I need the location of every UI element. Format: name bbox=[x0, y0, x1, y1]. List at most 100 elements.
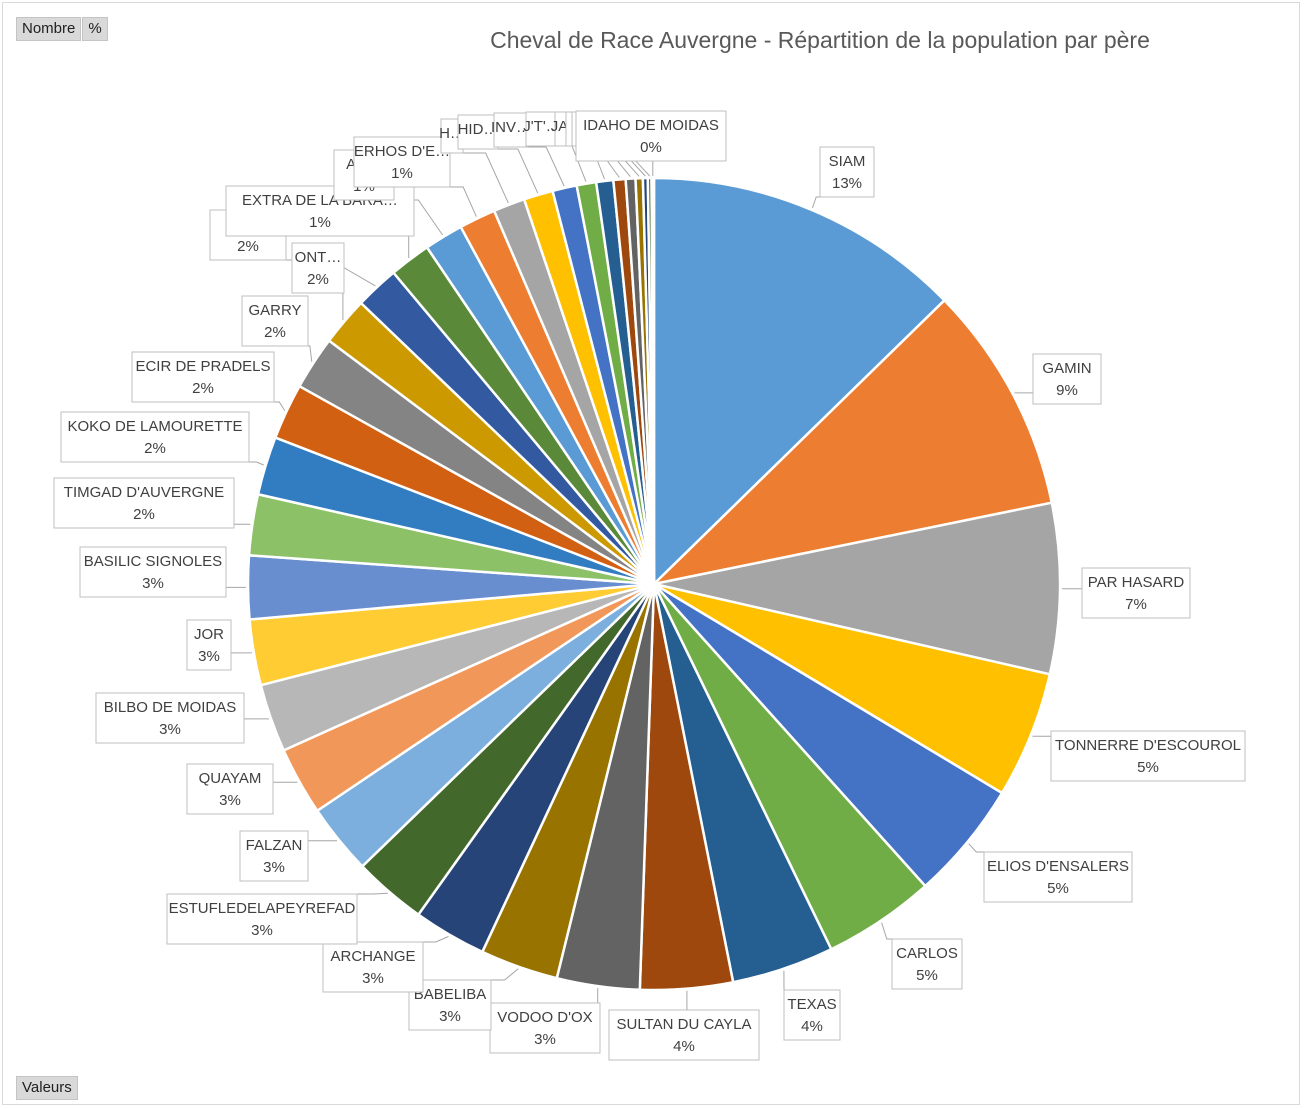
leader-line bbox=[968, 843, 984, 853]
pie-slices bbox=[246, 176, 1062, 992]
pie-slice[interactable] bbox=[653, 501, 1062, 676]
data-label-name: SULTAN DU CAYLA bbox=[616, 1016, 751, 1033]
data-label-name: FALZAN bbox=[246, 837, 303, 854]
data-label-box bbox=[79, 546, 227, 598]
data-label-value: 3% bbox=[142, 575, 164, 592]
data-label-name: TEXAS bbox=[787, 996, 836, 1013]
pie-slice[interactable] bbox=[650, 298, 1054, 587]
leader-line bbox=[528, 146, 565, 187]
data-label-box bbox=[60, 411, 250, 463]
data-label-name: HID… bbox=[458, 121, 499, 138]
data-label: GAMIN 9% bbox=[1032, 353, 1102, 405]
data-label: JOR 3% bbox=[186, 619, 232, 671]
data-label-box bbox=[819, 146, 875, 198]
data-label-value: 2% bbox=[237, 238, 259, 255]
data-label-name: VODOO D'OX bbox=[497, 1009, 592, 1026]
data-label-value: 9% bbox=[1056, 382, 1078, 399]
data-label-name: SIAM bbox=[829, 153, 866, 170]
data-label: ONT… 2% bbox=[291, 242, 345, 294]
field-buttons: Nombre % bbox=[16, 17, 108, 41]
data-label-box bbox=[1032, 353, 1102, 405]
data-label-box bbox=[186, 763, 274, 815]
data-label: TONNERRE D'ESCOUROL 5% bbox=[1050, 730, 1246, 782]
data-label-name: KOKO DE LAMOURETTE bbox=[67, 418, 242, 435]
data-label-name: TONNERRE D'ESCOUROL bbox=[1055, 737, 1241, 754]
data-label-value: 3% bbox=[198, 648, 220, 665]
data-label-name: IDAHO DE MOIDAS bbox=[583, 117, 719, 134]
data-label-box bbox=[783, 989, 841, 1041]
data-label-box bbox=[53, 477, 235, 529]
data-label: TEXAS 4% bbox=[783, 989, 841, 1041]
data-label-name: GARRY bbox=[248, 302, 301, 319]
data-label-value: 13% bbox=[832, 175, 862, 192]
data-label-name: PAR HASARD bbox=[1088, 574, 1185, 591]
data-label: J'T'… bbox=[523, 111, 561, 147]
data-label-name: GAMIN bbox=[1042, 360, 1091, 377]
leader-line bbox=[423, 936, 449, 943]
data-label: BILBO DE MOIDAS 3% bbox=[95, 692, 245, 744]
data-label: CARLOS 5% bbox=[891, 938, 963, 990]
data-label: HID… bbox=[457, 114, 499, 150]
data-label-box bbox=[353, 136, 451, 188]
data-label-name: ESTUFLEDELAPEYREFAD bbox=[169, 900, 356, 917]
data-label-value: 2% bbox=[307, 271, 329, 288]
data-label: FALZAN 3% bbox=[239, 830, 309, 882]
leader-line bbox=[450, 186, 477, 217]
data-label-box bbox=[241, 295, 309, 347]
data-label-value: 2% bbox=[192, 380, 214, 397]
data-label-value: 2% bbox=[144, 440, 166, 457]
data-label-box bbox=[608, 1009, 760, 1061]
data-label-value: 3% bbox=[251, 922, 273, 939]
data-label-box bbox=[1081, 567, 1191, 619]
pie-slice[interactable] bbox=[650, 176, 656, 585]
count-field-button[interactable]: Nombre bbox=[16, 17, 82, 41]
data-label-value: 7% bbox=[1125, 596, 1147, 613]
data-label: ELIOS D'ENSALERS 5% bbox=[983, 851, 1133, 903]
data-label: ERHOS D'E… 1% bbox=[353, 136, 451, 188]
data-label-box bbox=[489, 1002, 601, 1054]
data-label-value: 2% bbox=[264, 324, 286, 341]
data-label-box bbox=[166, 893, 358, 945]
data-label-name: CARLOS bbox=[896, 945, 958, 962]
data-label: ECIR DE PRADELS 2% bbox=[131, 351, 275, 403]
data-label-value: 0% bbox=[640, 139, 662, 156]
data-label-name: ECIR DE PRADELS bbox=[135, 358, 270, 375]
data-label-box bbox=[891, 938, 963, 990]
leader-line bbox=[463, 152, 509, 204]
data-label-name: TIMGAD D'AUVERGNE bbox=[64, 484, 224, 501]
data-label-box bbox=[131, 351, 275, 403]
data-label-value: 4% bbox=[673, 1038, 695, 1055]
pie-slice[interactable] bbox=[652, 176, 947, 587]
values-field-button[interactable]: Valeurs bbox=[16, 1076, 78, 1100]
data-label: SULTAN DU CAYLA 4% bbox=[608, 1009, 760, 1061]
leader-line bbox=[811, 196, 820, 209]
data-label-name: ERHOS D'E… bbox=[354, 143, 450, 160]
leader-line bbox=[881, 922, 892, 940]
data-label-value: 3% bbox=[439, 1008, 461, 1025]
data-label: IDAHO DE MOIDAS 0% bbox=[575, 110, 727, 162]
data-label-box bbox=[95, 692, 245, 744]
data-label-name: ELIOS D'ENSALERS bbox=[987, 858, 1129, 875]
data-label-value: 5% bbox=[1137, 759, 1159, 776]
data-label-box bbox=[239, 830, 309, 882]
data-label-name: ARCHANGE bbox=[330, 948, 415, 965]
data-label-box bbox=[186, 619, 232, 671]
data-label: BASILIC SIGNOLES 3% bbox=[79, 546, 227, 598]
leader-line bbox=[498, 148, 539, 194]
leader-line bbox=[274, 401, 286, 411]
percent-field-button[interactable]: % bbox=[82, 17, 108, 41]
data-label-value: 1% bbox=[309, 214, 331, 231]
data-label-box bbox=[291, 242, 345, 294]
data-label-box bbox=[457, 114, 499, 150]
data-label-value: 1% bbox=[391, 165, 413, 182]
data-label-name: BASILIC SIGNOLES bbox=[84, 553, 222, 570]
data-label-value: 3% bbox=[159, 721, 181, 738]
data-label-box bbox=[983, 851, 1133, 903]
leader-line bbox=[357, 892, 388, 895]
data-label: ESTUFLEDELAPEYREFAD 3% bbox=[166, 893, 358, 945]
data-label: PAR HASARD 7% bbox=[1081, 567, 1191, 619]
data-label-name: QUAYAM bbox=[199, 770, 262, 787]
data-label: GARRY 2% bbox=[241, 295, 309, 347]
data-label-value: 2% bbox=[133, 506, 155, 523]
